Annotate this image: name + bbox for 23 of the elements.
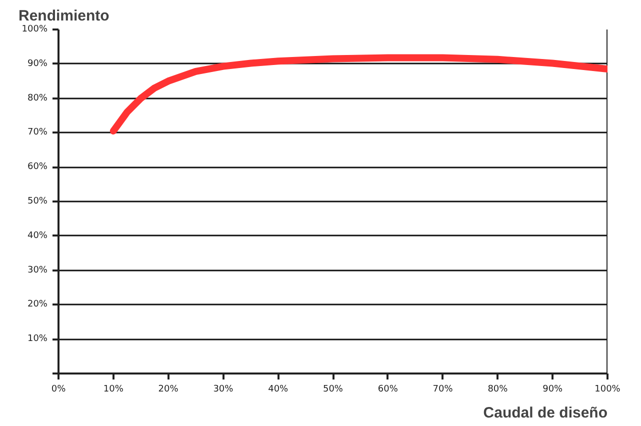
x-tick-label: 60%	[378, 384, 398, 394]
y-tick-label: 90%	[27, 58, 48, 69]
y-tick-label: 60%	[27, 162, 48, 172]
x-tick-label: 30%	[213, 384, 234, 394]
x-tick-label: 100%	[594, 384, 621, 394]
x-tick-label: 80%	[488, 384, 508, 394]
x-tick-label: 90%	[542, 384, 564, 394]
y-tick-label: 40%	[27, 230, 48, 241]
y-tick-label: 10%	[27, 334, 48, 344]
x-tick-label: 70%	[432, 384, 454, 394]
x-tick-label: 40%	[268, 384, 289, 394]
y-tick-label: 100%	[22, 24, 48, 34]
x-tick-label: 10%	[103, 384, 124, 394]
x-axis-title: Caudal de diseño	[483, 404, 608, 422]
y-tick-label: 70%	[27, 128, 48, 138]
y-axis-title: Rendimiento	[18, 8, 110, 24]
y-tick-label: 30%	[27, 265, 48, 276]
y-tick-label: 80%	[27, 93, 48, 104]
y-tick-label: 50%	[27, 196, 48, 206]
x-tick-label: 20%	[158, 384, 179, 394]
x-tick-label: 50%	[323, 384, 344, 394]
y-tick-label: 20%	[27, 300, 48, 310]
x-tick-label: 0%	[51, 384, 66, 394]
